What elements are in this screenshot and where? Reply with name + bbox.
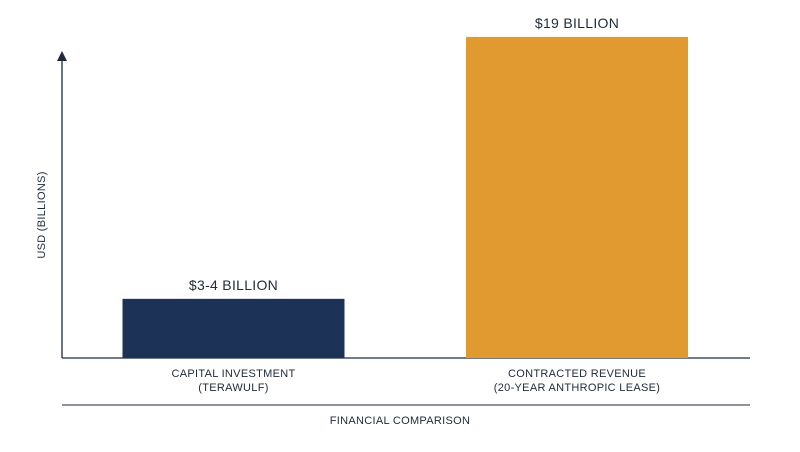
category-label-2-line-2: (20-YEAR ANTHROPIC LEASE) xyxy=(494,382,660,394)
category-label-1-line-1: CAPITAL INVESTMENT xyxy=(172,368,296,380)
bar-value-label-2: $19 BILLION xyxy=(535,15,619,31)
bar-1 xyxy=(122,298,345,358)
y-axis-arrow-icon xyxy=(57,51,67,61)
category-label-2-line-1: CONTRACTED REVENUE xyxy=(508,368,646,380)
x-axis-label: FINANCIAL COMPARISON xyxy=(330,415,470,427)
y-axis-label: USD (BILLIONS) xyxy=(36,171,48,258)
bar-2 xyxy=(466,36,688,359)
category-label-1-line-2: (TERAWULF) xyxy=(198,382,268,394)
bar-value-label-1: $3-4 BILLION xyxy=(189,277,278,293)
bars-group: $3-4 BILLION CAPITAL INVESTMENT (TERAWULF)… xyxy=(122,15,688,394)
